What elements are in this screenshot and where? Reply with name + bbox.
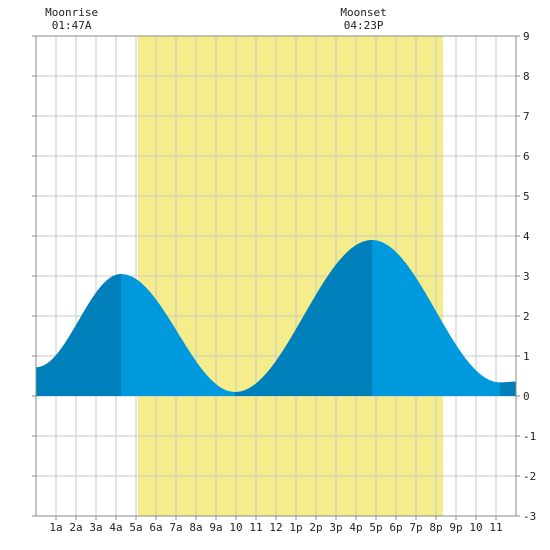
y-tick-label: -1 [523, 430, 536, 443]
tide-area-rising [235, 240, 372, 396]
grid-layer [36, 36, 516, 516]
moon-event-time: 01:47A [52, 19, 92, 32]
x-tick-label: 4a [109, 521, 122, 534]
x-tick-label: 6a [149, 521, 162, 534]
x-tick-label: 11 [249, 521, 262, 534]
y-tick-label: 9 [523, 30, 530, 43]
y-tick-label: -2 [523, 470, 536, 483]
tide-area-falling [372, 240, 500, 396]
moon-event-time: 04:23P [344, 19, 384, 32]
x-tick-label: 6p [389, 521, 402, 534]
y-tick-label: 7 [523, 110, 530, 123]
x-tick-label: 2a [69, 521, 82, 534]
tide-area-rising [500, 381, 516, 396]
x-tick-label: 1a [49, 521, 62, 534]
x-tick-label: 2p [309, 521, 322, 534]
moon-event-name: Moonrise [45, 6, 98, 19]
moon-event-name: Moonset [340, 6, 386, 19]
y-axis-left [32, 35, 36, 517]
x-tick-label: 9p [449, 521, 462, 534]
x-tick-label: 10 [469, 521, 482, 534]
x-tick-label: 1p [289, 521, 302, 534]
y-tick-label: 4 [523, 230, 530, 243]
x-tick-label: 7p [409, 521, 422, 534]
y-tick-label: 2 [523, 310, 530, 323]
x-tick-label: 10 [229, 521, 242, 534]
x-tick-label: 12 [269, 521, 282, 534]
y-tick-label: 0 [523, 390, 530, 403]
y-tick-label: -3 [523, 510, 536, 523]
y-tick-label: 3 [523, 270, 530, 283]
tide-area-rising [36, 274, 121, 396]
x-tick-label: 8p [429, 521, 442, 534]
x-tick-label: 3p [329, 521, 342, 534]
x-tick-label: 5p [369, 521, 382, 534]
x-tick-label: 11 [489, 521, 502, 534]
x-tick-label: 5a [129, 521, 142, 534]
y-tick-label: 8 [523, 70, 530, 83]
y-tick-label: 1 [523, 350, 530, 363]
y-tick-label: 5 [523, 190, 530, 203]
tide-area-falling [121, 274, 235, 396]
x-tick-label: 7a [169, 521, 182, 534]
x-tick-label: 3a [89, 521, 102, 534]
y-tick-label: 6 [523, 150, 530, 163]
x-tick-label: 4p [349, 521, 362, 534]
x-tick-label: 8a [189, 521, 202, 534]
x-axis: 1a 2a 3a 4a 5a 6a 7a 8a 9a 10 11 12 1p 2p 3p 4p 5p 6p 7p 8p… [49, 516, 503, 534]
y-axis-right: -3 -2 -1 0 1 2 3 4 5 6 7 8 9 [516, 30, 536, 523]
tide-area-layer [36, 240, 516, 396]
x-tick-label: 9a [209, 521, 222, 534]
